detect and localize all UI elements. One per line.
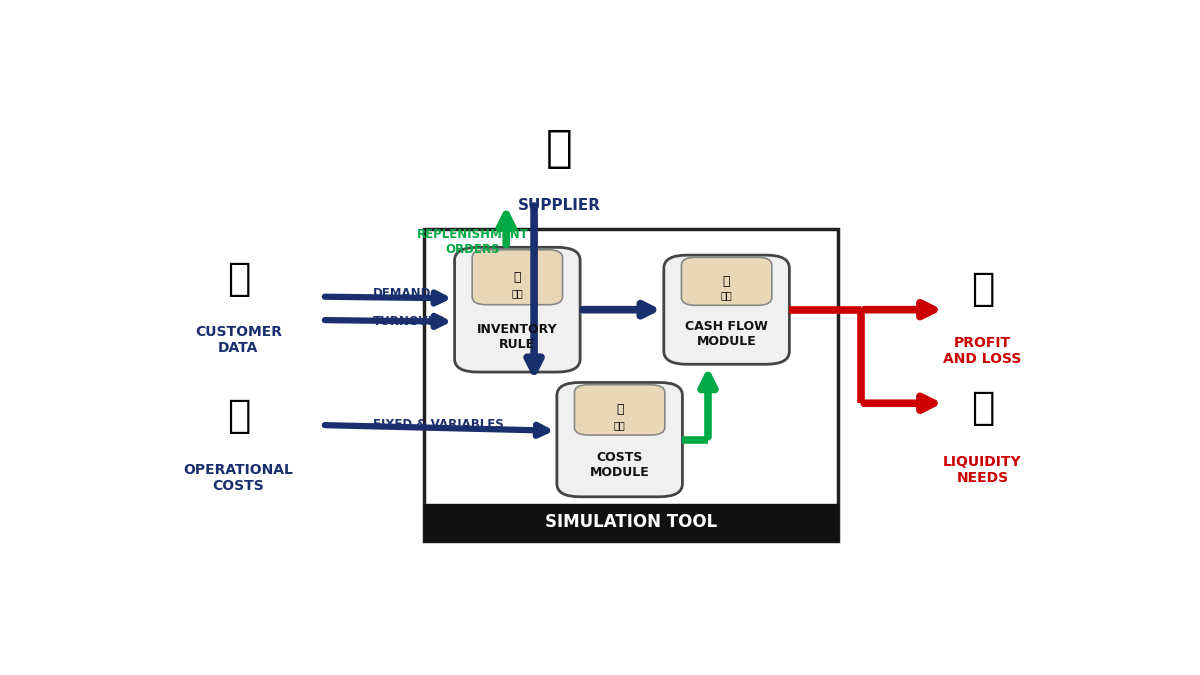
Text: 👤: 👤 — [616, 404, 624, 416]
Text: CUSTOMER
DATA: CUSTOMER DATA — [194, 325, 282, 356]
Text: DEMAND: DEMAND — [373, 287, 432, 300]
FancyBboxPatch shape — [472, 250, 563, 304]
Text: CASH FLOW
MODULE: CASH FLOW MODULE — [685, 320, 768, 348]
Text: 📦📦: 📦📦 — [613, 420, 625, 430]
Text: 🛍: 🛍 — [227, 259, 250, 298]
Text: FIXED & VARIABLES: FIXED & VARIABLES — [373, 418, 504, 431]
FancyBboxPatch shape — [425, 229, 839, 541]
FancyBboxPatch shape — [557, 383, 683, 497]
Text: SIMULATION TOOL: SIMULATION TOOL — [545, 513, 718, 531]
Text: COSTS
MODULE: COSTS MODULE — [589, 451, 649, 479]
Text: OPERATIONAL
COSTS: OPERATIONAL COSTS — [184, 463, 293, 493]
Text: 📈: 📈 — [971, 270, 994, 308]
Text: 🏪: 🏪 — [546, 127, 572, 170]
FancyBboxPatch shape — [455, 247, 580, 372]
FancyBboxPatch shape — [682, 257, 772, 305]
Text: 👤: 👤 — [722, 275, 731, 288]
Text: TURNOVER: TURNOVER — [373, 315, 446, 328]
Bar — [425, 504, 839, 541]
Text: SUPPLIER: SUPPLIER — [517, 198, 601, 213]
Text: PROFIT
AND LOSS: PROFIT AND LOSS — [943, 335, 1021, 366]
Text: 📦📦: 📦📦 — [511, 288, 523, 298]
Text: LIQUIDITY
NEEDS: LIQUIDITY NEEDS — [943, 455, 1021, 485]
Text: 🪙: 🪙 — [971, 389, 994, 427]
FancyBboxPatch shape — [575, 385, 665, 435]
FancyBboxPatch shape — [664, 255, 790, 364]
Text: 📦📦: 📦📦 — [721, 290, 732, 300]
Text: INVENTORY
RULE: INVENTORY RULE — [478, 323, 558, 351]
Text: 🛒: 🛒 — [227, 398, 250, 435]
Text: REPLENISHMENT
ORDERS: REPLENISHMENT ORDERS — [416, 228, 529, 256]
Text: 👤: 👤 — [514, 271, 521, 284]
